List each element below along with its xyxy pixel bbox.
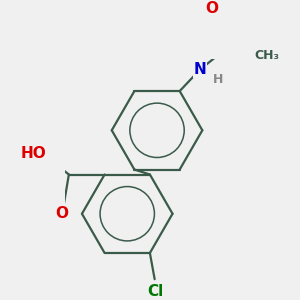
Text: HO: HO — [20, 146, 46, 160]
Text: CH₃: CH₃ — [255, 49, 280, 62]
Text: O: O — [206, 1, 218, 16]
Text: H: H — [213, 73, 223, 86]
Text: N: N — [194, 62, 206, 77]
Text: O: O — [55, 206, 68, 221]
Text: Cl: Cl — [148, 284, 164, 298]
